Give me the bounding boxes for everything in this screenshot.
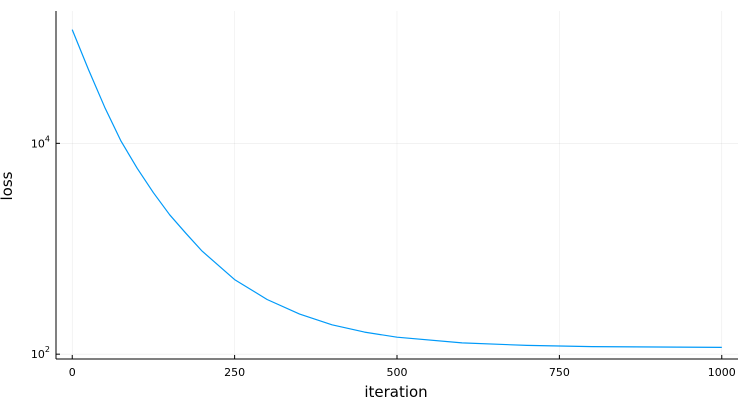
- y-axis-label: loss: [0, 171, 16, 200]
- x-axis-label: iteration: [364, 383, 427, 400]
- series-group: [71, 29, 722, 348]
- y-tick-label: 104: [31, 134, 50, 150]
- y-axis-ticks: 102 104: [31, 134, 60, 361]
- x-tick-label: 750: [549, 366, 570, 379]
- grid-lines: [56, 11, 738, 359]
- x-axis-ticks: 0 250 500 750 1000: [69, 355, 736, 379]
- x-tick-label: 0: [69, 366, 76, 379]
- x-tick-label: 250: [224, 366, 245, 379]
- x-tick-label: 500: [387, 366, 408, 379]
- x-tick-label: 1000: [708, 366, 736, 379]
- series-line: [71, 29, 722, 348]
- y-tick-label: 102: [31, 345, 50, 361]
